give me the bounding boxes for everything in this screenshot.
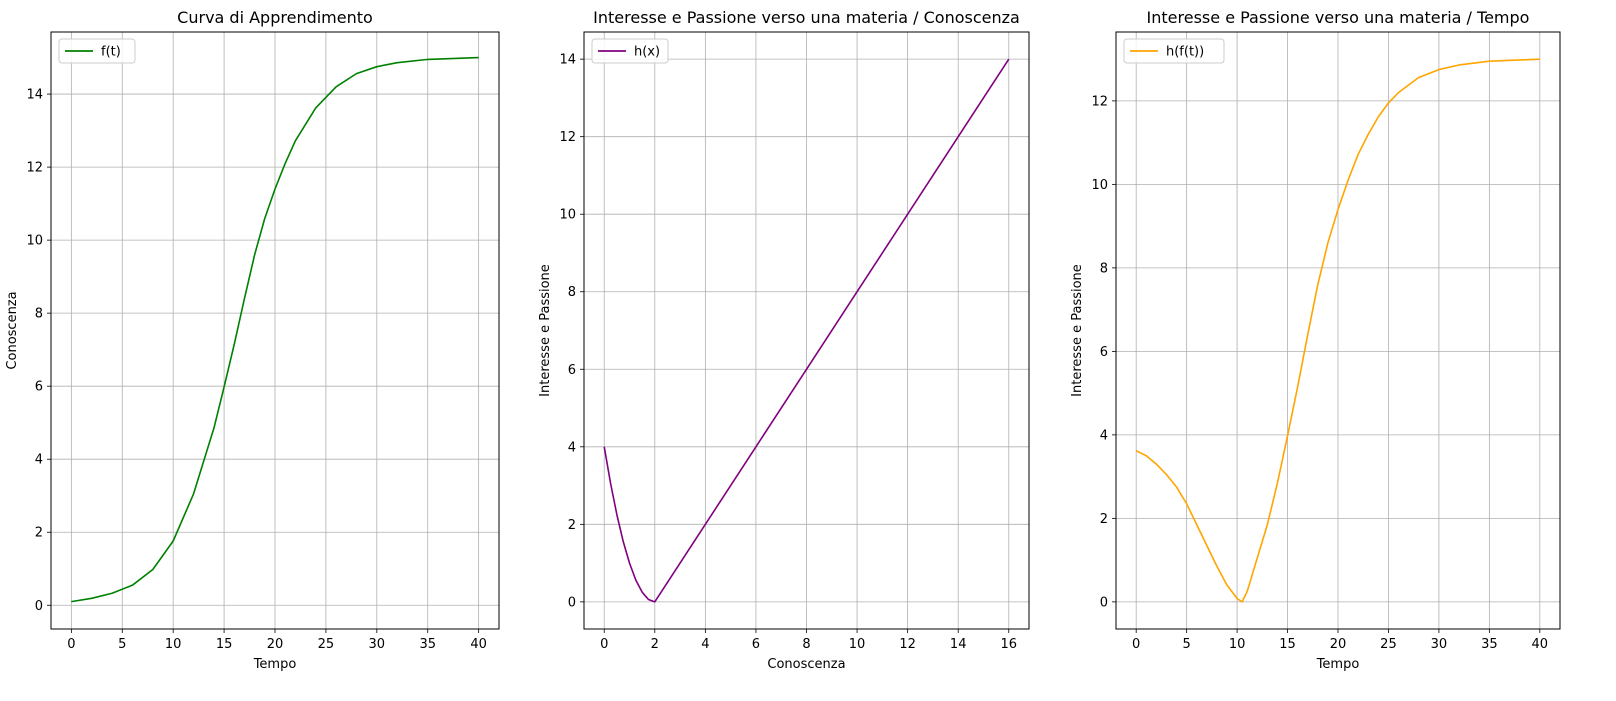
legend-label: h(x)	[634, 45, 660, 60]
x-axis-label: Conoscenza	[767, 657, 845, 672]
legend-box	[591, 38, 669, 64]
x-tick-label: 14	[950, 637, 967, 652]
x-tick-label: 35	[1481, 637, 1498, 652]
y-axis-label: Conoscenza	[5, 291, 20, 369]
x-tick-label: 10	[165, 637, 182, 652]
y-tick-label: 0	[35, 599, 43, 614]
y-tick-label: 10	[1091, 178, 1108, 193]
y-tick-label: 2	[1100, 512, 1108, 527]
x-tick-label: 5	[118, 637, 126, 652]
legend: h(x)	[591, 38, 669, 64]
legend-box	[58, 38, 136, 64]
x-tick-label: 35	[419, 637, 436, 652]
y-tick-label: 4	[35, 453, 43, 468]
x-tick-label: 5	[1182, 637, 1190, 652]
y-tick-label: 2	[568, 518, 576, 533]
x-tick-label: 20	[1330, 637, 1347, 652]
chart-panel-2: 0 2 4 6 8 10 12 14 16 0 2 4 6 8 10 12 14 Interesse e Pass…	[538, 8, 1030, 672]
legend: f(t)	[58, 38, 136, 64]
x-tick-label: 16	[1000, 637, 1017, 652]
chart-panel-1: 0 5 10 15 20 25 30 35 40 0 2 4 6 8 10 12 14 Curva di Appr…	[5, 8, 500, 672]
x-tick-label: 30	[1431, 637, 1448, 652]
y-tick-label: 10	[26, 234, 43, 249]
y-tick-label: 12	[26, 161, 43, 176]
x-tick-label: 25	[1380, 637, 1397, 652]
x-tick-label: 20	[267, 637, 284, 652]
x-axis-label: Tempo	[1316, 657, 1360, 672]
chart-panel-3: 0 5 10 15 20 25 30 35 40 0 2 4 6 8 10 12 Interesse e Pas…	[1070, 8, 1561, 672]
chart-title: Interesse e Passione verso una materia /…	[1147, 8, 1530, 27]
x-tick-label: 10	[1229, 637, 1246, 652]
x-tick-label: 15	[216, 637, 233, 652]
legend-label: h(f(t))	[1166, 45, 1204, 60]
y-tick-label: 8	[35, 307, 43, 322]
x-tick-label: 6	[752, 637, 760, 652]
x-tick-label: 12	[899, 637, 916, 652]
y-tick-label: 10	[559, 208, 576, 223]
y-tick-label: 14	[559, 53, 576, 68]
y-tick-label: 6	[35, 380, 43, 395]
x-tick-label: 40	[1532, 637, 1549, 652]
legend-box	[1123, 38, 1225, 64]
y-tick-label: 0	[568, 595, 576, 610]
x-tick-label: 10	[849, 637, 866, 652]
y-tick-label: 8	[1100, 261, 1108, 276]
x-tick-label: 0	[600, 637, 608, 652]
y-axis-label: Interesse e Passione	[1070, 264, 1085, 397]
y-tick-label: 2	[35, 526, 43, 541]
series-line-h(x)	[603, 58, 1010, 603]
y-tick-label: 14	[26, 88, 43, 103]
x-tick-label: 8	[802, 637, 810, 652]
legend: h(f(t))	[1123, 38, 1225, 64]
series-line-f(t)	[71, 56, 479, 603]
x-tick-label: 4	[701, 637, 709, 652]
x-tick-label: 0	[67, 637, 75, 652]
x-tick-label: 15	[1279, 637, 1296, 652]
x-tick-label: 40	[470, 637, 487, 652]
chart-title: Interesse e Passione verso una materia /…	[593, 8, 1020, 27]
y-tick-label: 4	[568, 440, 576, 455]
y-tick-label: 8	[568, 285, 576, 300]
y-tick-label: 4	[1100, 428, 1108, 443]
y-tick-label: 0	[1100, 595, 1108, 610]
y-axis-label: Interesse e Passione	[538, 264, 553, 397]
x-tick-label: 25	[318, 637, 335, 652]
x-tick-label: 2	[651, 637, 659, 652]
chart-title: Curva di Apprendimento	[177, 8, 373, 27]
x-tick-label: 30	[369, 637, 386, 652]
y-tick-label: 6	[568, 363, 576, 378]
y-tick-label: 6	[1100, 345, 1108, 360]
y-tick-label: 12	[559, 130, 576, 145]
x-tick-label: 0	[1132, 637, 1140, 652]
series-line-h(f(t))	[1135, 58, 1540, 603]
legend-label: f(t)	[101, 45, 121, 60]
x-axis-label: Tempo	[253, 657, 297, 672]
y-tick-label: 12	[1091, 94, 1108, 109]
